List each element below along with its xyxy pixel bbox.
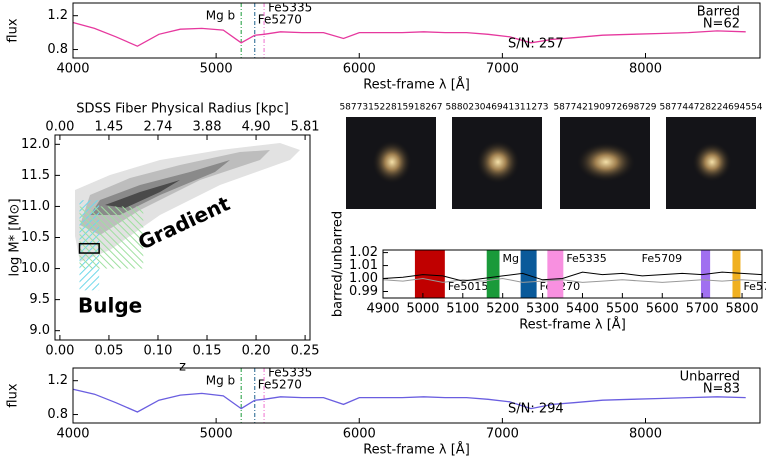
x-tick-label: 5800	[726, 302, 759, 317]
y-tick-label: 11.0	[21, 199, 50, 214]
y-tick-label: 1.01	[349, 258, 378, 273]
y-tick-label: 9.0	[29, 323, 50, 338]
x2-tick-label: 2.74	[144, 120, 173, 135]
x-axis-label: Rest-frame λ [Å]	[363, 77, 470, 93]
y-tick-label: 1.2	[47, 8, 68, 23]
y-axis-label: log M* [M⊙]	[8, 198, 23, 276]
x-tick-label: 4000	[56, 62, 89, 77]
index-label: Fe5335	[268, 366, 312, 380]
legend-name: Barred	[697, 5, 740, 20]
x-tick-label: 5600	[646, 302, 679, 317]
x-tick-label: 0.00	[45, 344, 74, 359]
galaxy-id: 587744728224694554	[659, 103, 762, 113]
x2-axis-label: SDSS Fiber Physical Radius [kpc]	[76, 102, 289, 117]
sample-count: N=83	[703, 382, 740, 397]
galaxy	[372, 140, 412, 184]
x-tick-label: 0.05	[94, 344, 123, 359]
x-tick-label: 7000	[486, 62, 519, 77]
index-band	[486, 250, 500, 298]
y-tick-label: 10.5	[21, 230, 50, 245]
x-tick-label: 5000	[406, 302, 439, 317]
index-label: Fe5335	[268, 1, 312, 15]
x-tick-label: 5700	[686, 302, 719, 317]
x2-tick-label: 1.45	[94, 120, 123, 135]
x-axis-label: Rest-frame λ [Å]	[519, 317, 626, 333]
y-axis-label: flux	[6, 18, 21, 42]
band-label: Fe5709	[642, 252, 683, 265]
x-tick-label: 5200	[486, 302, 519, 317]
x-tick-label: 0.25	[291, 344, 320, 359]
index-band	[547, 250, 564, 298]
x-tick-label: 8000	[629, 62, 662, 77]
x-tick-label: 5300	[526, 302, 559, 317]
galaxy-id: 588023046941311273	[445, 103, 548, 113]
x-tick-label: 6000	[343, 62, 376, 77]
y-axis-label: barred/unbarred	[331, 211, 346, 317]
highlight-box	[78, 242, 100, 254]
x-tick-label: 4000	[56, 427, 89, 442]
spectrum-line	[382, 271, 763, 282]
band-label: Fe5782	[743, 280, 766, 293]
galaxy	[692, 142, 732, 182]
x2-tick-label: 3.88	[193, 120, 222, 135]
galaxy	[476, 140, 520, 184]
x-axis-label: z	[179, 360, 186, 375]
galaxy	[576, 142, 636, 182]
y-tick-label: 0.8	[47, 42, 68, 57]
band-label: Fe5335	[566, 252, 607, 265]
x2-tick-label: 5.81	[291, 120, 320, 135]
y-tick-label: 10.0	[21, 261, 50, 276]
index-band	[732, 250, 741, 298]
y-tick-label: 0.99	[349, 284, 378, 299]
x-tick-label: 0.10	[144, 344, 173, 359]
plot-frame	[382, 249, 763, 299]
spectrum-line	[382, 277, 763, 283]
index-band	[414, 250, 445, 298]
spectrum-line	[72, 388, 746, 413]
signal-to-noise: S/N: 257	[508, 37, 564, 52]
galaxy-id: 587731522815918267	[339, 103, 442, 113]
x-tick-label: 6000	[343, 427, 376, 442]
y-tick-label: 12.0	[21, 137, 50, 152]
index-label: Fe5270	[258, 378, 302, 392]
y-tick-label: 9.5	[29, 292, 50, 307]
x-tick-label: 0.15	[193, 344, 222, 359]
x-axis-label: Rest-frame λ [Å]	[363, 442, 470, 458]
x-tick-label: 8000	[629, 427, 662, 442]
index-label: Mg b	[206, 9, 235, 23]
galaxy-id: 587742190972698729	[553, 103, 656, 113]
sample-count: N=62	[703, 17, 740, 32]
x-tick-label: 5100	[446, 302, 479, 317]
x-tick-label: 5000	[200, 62, 233, 77]
y-tick-label: 0.8	[47, 407, 68, 422]
plot-frame	[72, 367, 761, 424]
legend-name: Unbarred	[680, 370, 740, 385]
x-tick-label: 5000	[200, 427, 233, 442]
region-label: Bulge	[78, 294, 142, 318]
band-label: Fe5015	[448, 280, 489, 293]
selection-region	[79, 206, 144, 269]
y-tick-label: 11.5	[21, 168, 50, 183]
x-tick-label: 7000	[486, 427, 519, 442]
plot-frame	[72, 2, 761, 59]
y-tick-label: 1.02	[349, 245, 378, 260]
signal-to-noise: S/N: 294	[508, 402, 564, 417]
spectrum-line	[72, 21, 746, 47]
index-label: Mg b	[206, 374, 235, 388]
index-band	[520, 250, 537, 298]
y-axis-label: flux	[6, 383, 21, 407]
x2-tick-label: 4.90	[242, 120, 271, 135]
x-tick-label: 5400	[566, 302, 599, 317]
y-tick-label: 1.2	[47, 373, 68, 388]
x-tick-label: 5500	[606, 302, 639, 317]
y-tick-label: 1.00	[349, 271, 378, 286]
x-tick-label: 0.20	[242, 344, 271, 359]
x-tick-label: 4900	[366, 302, 399, 317]
x2-tick-label: 0.00	[45, 120, 74, 135]
index-label: Fe5270	[258, 13, 302, 27]
